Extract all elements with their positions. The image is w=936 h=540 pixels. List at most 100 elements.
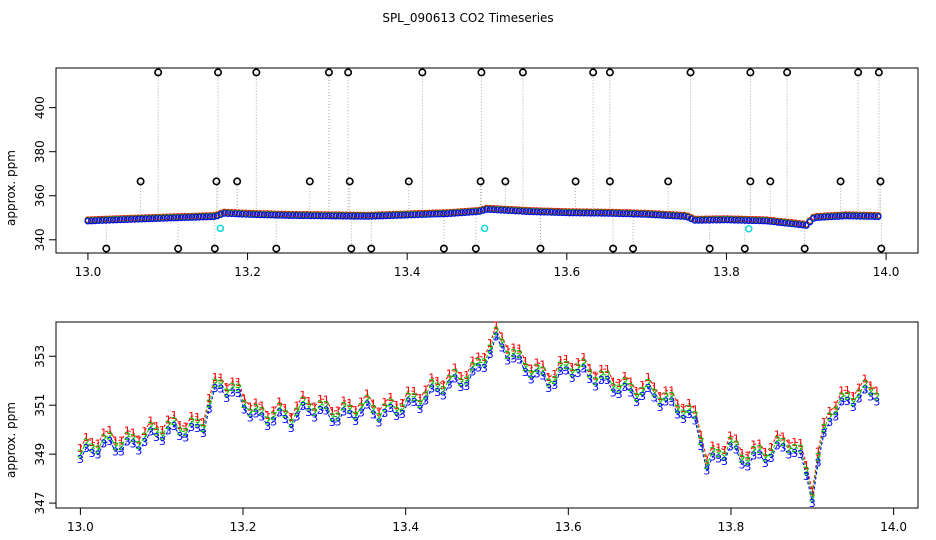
series-marker-2: 2 xyxy=(440,384,447,397)
data-point-s3 xyxy=(731,216,738,224)
data-point-s3 xyxy=(634,210,641,218)
series-marker-2: 2 xyxy=(821,422,828,435)
data-point-s3 xyxy=(109,216,117,224)
data-point-s3 xyxy=(238,210,246,218)
data-point-s3 xyxy=(504,207,512,214)
data-point-s3 xyxy=(422,211,429,218)
series-marker-2: 2 xyxy=(258,405,265,418)
series-marker-3: 3 xyxy=(264,420,271,433)
data-point-s3 xyxy=(156,215,164,222)
data-point-s3 xyxy=(106,216,113,224)
data-point-s3 xyxy=(400,211,408,219)
data-point-s3 xyxy=(256,211,264,219)
series-marker-2: 2 xyxy=(434,381,441,394)
series-marker-2: 2 xyxy=(657,396,664,409)
data-point-s3 xyxy=(727,216,735,224)
y-tick-label-top: 400 xyxy=(33,96,47,119)
series-marker-2: 2 xyxy=(844,390,851,403)
y-tick-label-bottom: 351 xyxy=(33,394,47,417)
series-marker-2: 2 xyxy=(545,377,552,390)
series-marker-3: 3 xyxy=(135,445,142,458)
data-point-s3 xyxy=(831,213,839,221)
data-point-s3 xyxy=(680,213,688,220)
data-point-s3 xyxy=(533,208,541,216)
series-marker-2: 2 xyxy=(446,373,453,386)
series-marker-2: 2 xyxy=(662,390,669,403)
series-marker-2: 2 xyxy=(756,443,763,456)
series-marker-3: 3 xyxy=(288,422,295,435)
data-point-s3 xyxy=(652,211,659,219)
series-marker-2: 2 xyxy=(188,416,195,429)
series-marker-1: 1 xyxy=(756,437,763,450)
outlier-point xyxy=(471,244,480,253)
series-marker-2: 2 xyxy=(739,453,746,466)
data-point-s3 xyxy=(185,214,192,221)
series-marker-1: 1 xyxy=(393,399,400,412)
data-point-s3 xyxy=(177,214,185,222)
series-marker-1: 1 xyxy=(217,372,224,385)
outlier-point xyxy=(605,68,614,77)
x-tick-label-top: 13.8 xyxy=(713,265,740,279)
series-marker-2: 2 xyxy=(516,348,523,361)
series-marker-1: 1 xyxy=(335,405,342,418)
series-marker-2: 2 xyxy=(317,399,324,412)
series-marker-3: 3 xyxy=(258,411,265,424)
series-marker-2: 2 xyxy=(504,349,511,362)
y-axis-label-top: approx. ppm xyxy=(4,150,18,226)
data-point-s3 xyxy=(332,212,340,220)
x-tick-label-bottom: 13.6 xyxy=(555,520,582,534)
data-point-s3 xyxy=(124,216,131,223)
series-marker-3: 3 xyxy=(200,427,207,440)
series-marker-1: 1 xyxy=(727,429,734,442)
series-marker-1: 1 xyxy=(188,410,195,423)
series-marker-2: 2 xyxy=(598,369,605,382)
series-marker-2: 2 xyxy=(487,343,494,356)
series-marker-3: 3 xyxy=(118,445,125,458)
data-point-s3 xyxy=(371,212,379,220)
data-point-s3 xyxy=(572,209,580,217)
data-point-s3 xyxy=(828,213,835,221)
series-marker-2: 2 xyxy=(633,391,640,404)
data-point-s3 xyxy=(745,217,753,224)
series-marker-3: 3 xyxy=(768,452,775,465)
series-marker-3: 3 xyxy=(750,449,757,462)
series-marker-2: 2 xyxy=(399,403,406,416)
series-marker-2: 2 xyxy=(288,417,295,430)
outlier-point xyxy=(347,244,356,253)
series-marker-2: 2 xyxy=(77,448,84,461)
data-point-s3 xyxy=(353,212,361,220)
data-point-s3 xyxy=(98,217,106,224)
data-point-s3 xyxy=(756,217,763,225)
data-point-s3 xyxy=(414,211,422,219)
series-marker-1: 1 xyxy=(305,395,312,408)
data-point-s3 xyxy=(558,209,566,217)
series-marker-1: 1 xyxy=(604,363,611,376)
series-marker-3: 3 xyxy=(873,396,880,409)
data-point-s3 xyxy=(515,207,523,215)
series-marker-3: 3 xyxy=(703,464,710,477)
outlier-point xyxy=(214,68,223,77)
series-marker-3: 3 xyxy=(592,381,599,394)
series-marker-2: 2 xyxy=(592,375,599,388)
data-point-s3 xyxy=(849,212,857,220)
cyan-point xyxy=(745,225,753,233)
series-marker-2: 2 xyxy=(329,411,336,424)
data-point-s3 xyxy=(540,208,548,216)
series-marker-1: 1 xyxy=(762,446,769,459)
series-marker-2: 2 xyxy=(270,410,277,423)
series-marker-3: 3 xyxy=(698,440,705,453)
series-marker-1: 1 xyxy=(838,385,845,398)
data-point-s3 xyxy=(199,213,207,221)
y-tick-label-top: 360 xyxy=(33,184,47,207)
series-marker-3: 3 xyxy=(621,381,628,394)
data-point-s3 xyxy=(375,212,383,220)
data-point-s3 xyxy=(576,209,584,217)
series-marker-3: 3 xyxy=(364,399,371,412)
series-marker-3: 3 xyxy=(780,441,787,454)
series-marker-3: 3 xyxy=(803,470,810,483)
series-marker-3: 3 xyxy=(481,362,488,375)
series-marker-1: 1 xyxy=(551,368,558,381)
data-point-s3 xyxy=(145,215,153,223)
series-marker-1: 1 xyxy=(417,392,424,405)
data-point-s3 xyxy=(102,216,110,224)
